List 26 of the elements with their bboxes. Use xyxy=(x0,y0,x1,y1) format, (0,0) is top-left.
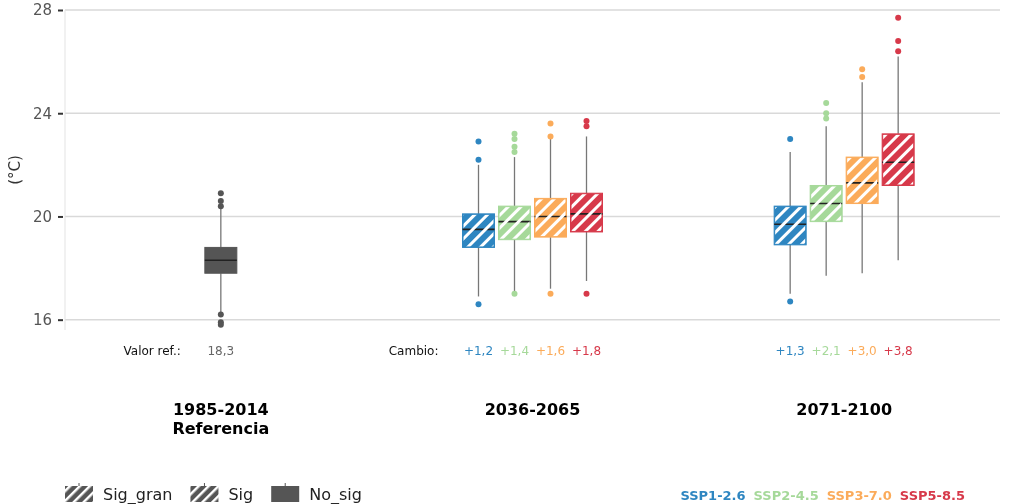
x-tick-label: 1985-2014 Referencia xyxy=(172,400,270,438)
text: +1,2 xyxy=(463,344,494,358)
text: Sig_gran xyxy=(103,485,173,504)
text: 18,3 xyxy=(207,344,235,358)
text: Valor ref.: xyxy=(123,344,181,358)
x-tick-label: 2036-2065 xyxy=(484,400,581,419)
text: +3,8 xyxy=(883,344,913,358)
text: +1,6 xyxy=(535,344,566,358)
y-axis-title: (°C) xyxy=(6,155,24,185)
text: Sig xyxy=(228,485,254,504)
text: +3,0 xyxy=(847,344,877,358)
text: SSP5-8.5 xyxy=(899,488,965,503)
text: SSP1-2.6 xyxy=(680,488,746,503)
y-tick-label: 28 xyxy=(32,1,52,20)
x-tick-label: 2071-2100 xyxy=(796,400,893,419)
text: +1,8 xyxy=(571,344,602,358)
text: SSP2-4.5 xyxy=(753,488,819,503)
y-tick-label: 16 xyxy=(32,310,52,329)
text: +2,1 xyxy=(811,344,841,358)
y-tick-label: 20 xyxy=(32,207,52,226)
text: +1,4 xyxy=(499,344,530,358)
text: SSP3-7.0 xyxy=(826,488,892,503)
text: +1,3 xyxy=(775,344,805,358)
text: No_sig xyxy=(309,485,362,504)
y-tick-label: 24 xyxy=(32,104,52,123)
text: Cambio: xyxy=(388,344,439,358)
